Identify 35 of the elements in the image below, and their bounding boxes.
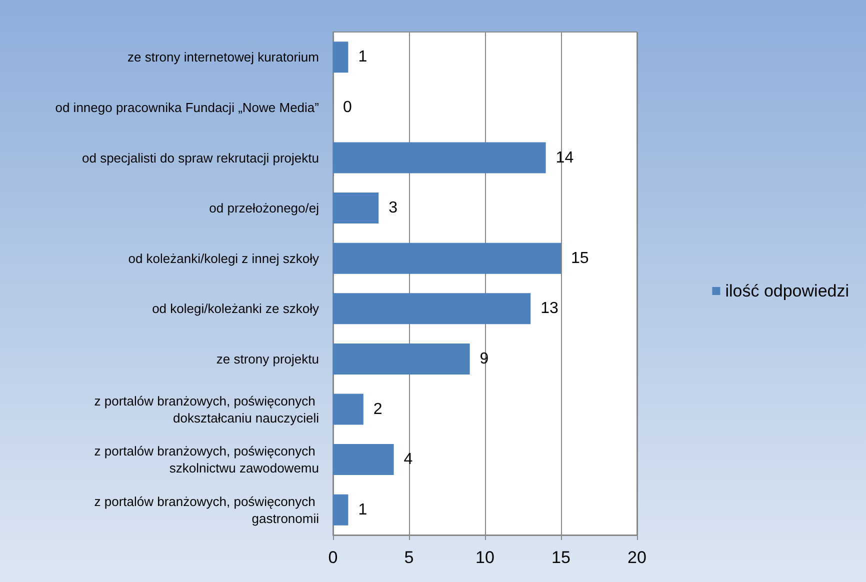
- legend-label: ilość odpowiedzi: [725, 282, 850, 300]
- data-label: 1: [358, 48, 368, 66]
- data-label: 1: [358, 501, 368, 518]
- bar: [333, 242, 561, 274]
- bar: [333, 343, 470, 374]
- y-tick-label: z portalów branżowych, poświęconych szkolnictwu zawodowemu: [94, 444, 319, 476]
- bar: [333, 42, 348, 73]
- y-tick-label: od innego pracownika Fundacji „Nowe Media”: [55, 100, 319, 115]
- x-tick-label: 15: [552, 548, 570, 567]
- bar: [333, 444, 394, 476]
- x-tick-label: 0: [328, 548, 338, 567]
- bar: [333, 494, 348, 526]
- y-tick-label: od specjalisti do spraw rekrutacji projektu: [82, 150, 319, 166]
- y-tick-label: ze strony internetowej kuratorium: [128, 50, 319, 65]
- data-label: 2: [373, 400, 382, 418]
- y-tick-label: ze strony projektu: [216, 351, 319, 366]
- data-label: 9: [480, 350, 489, 368]
- data-label: 14: [556, 149, 574, 166]
- y-tick-label: od koleżanki/kolegi z innej szkoły: [128, 250, 320, 266]
- y-tick-label: od przełożonego/ej: [209, 200, 320, 216]
- data-label: 3: [388, 200, 398, 217]
- y-tick-label: z portalów branżowych, poświęconych gastronomii: [94, 494, 320, 526]
- bar: [333, 293, 531, 324]
- y-tick-label: od kolegi/koleżanki ze szkoły: [152, 301, 320, 316]
- data-label: 4: [404, 451, 413, 468]
- x-tick-label: 5: [404, 548, 414, 567]
- x-tick-label: 10: [476, 548, 494, 567]
- bar: [333, 192, 379, 224]
- bar: [333, 142, 546, 174]
- y-tick-label: z portalów branżowych, poświęconych dokształcaniu nauczycieli: [94, 393, 320, 426]
- data-label: 0: [343, 98, 352, 116]
- bar: [333, 394, 364, 425]
- data-label: 15: [571, 250, 589, 267]
- x-tick-label: 20: [628, 548, 646, 567]
- data-label: 13: [540, 300, 558, 318]
